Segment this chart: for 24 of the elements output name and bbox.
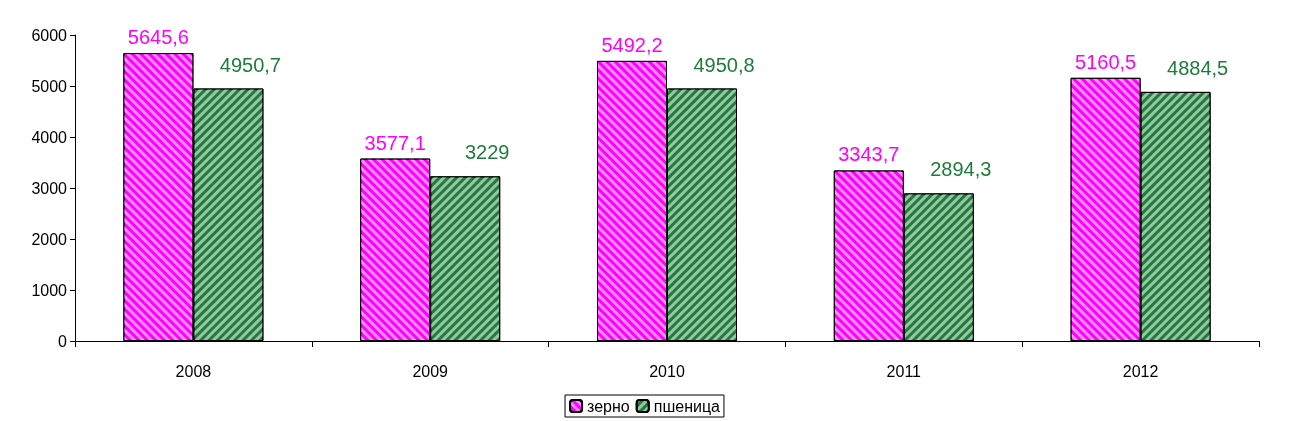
data-label: 3229 <box>464 141 510 164</box>
x-tick-label: 2008 <box>175 362 212 380</box>
legend-label: пшеница <box>653 397 721 415</box>
data-label: 5645,6 <box>127 26 189 49</box>
y-tick-label: 3000 <box>31 179 68 197</box>
data-label: 5492,2 <box>601 33 663 56</box>
legend-label: зерно <box>587 397 630 415</box>
y-tick-label: 6000 <box>31 26 68 44</box>
y-tick-label: 2000 <box>31 230 68 248</box>
data-label: 3577,1 <box>364 131 426 154</box>
y-tick-label: 1000 <box>31 281 68 299</box>
x-tick-label: 2009 <box>412 362 449 380</box>
data-label: 4950,8 <box>693 53 755 76</box>
data-label: 5160,5 <box>1075 50 1137 73</box>
y-tick-label: 4000 <box>31 128 68 146</box>
y-tick-label: 0 <box>58 332 68 350</box>
data-label: 2894,3 <box>930 158 992 181</box>
y-tick-label: 5000 <box>31 77 68 95</box>
data-label: 4884,5 <box>1167 56 1229 79</box>
data-label: 4950,7 <box>219 53 281 76</box>
x-tick-label: 2012 <box>1122 362 1159 380</box>
data-label: 3343,7 <box>838 143 900 166</box>
x-tick-label: 2010 <box>649 362 685 380</box>
x-tick-label: 2011 <box>886 362 922 380</box>
